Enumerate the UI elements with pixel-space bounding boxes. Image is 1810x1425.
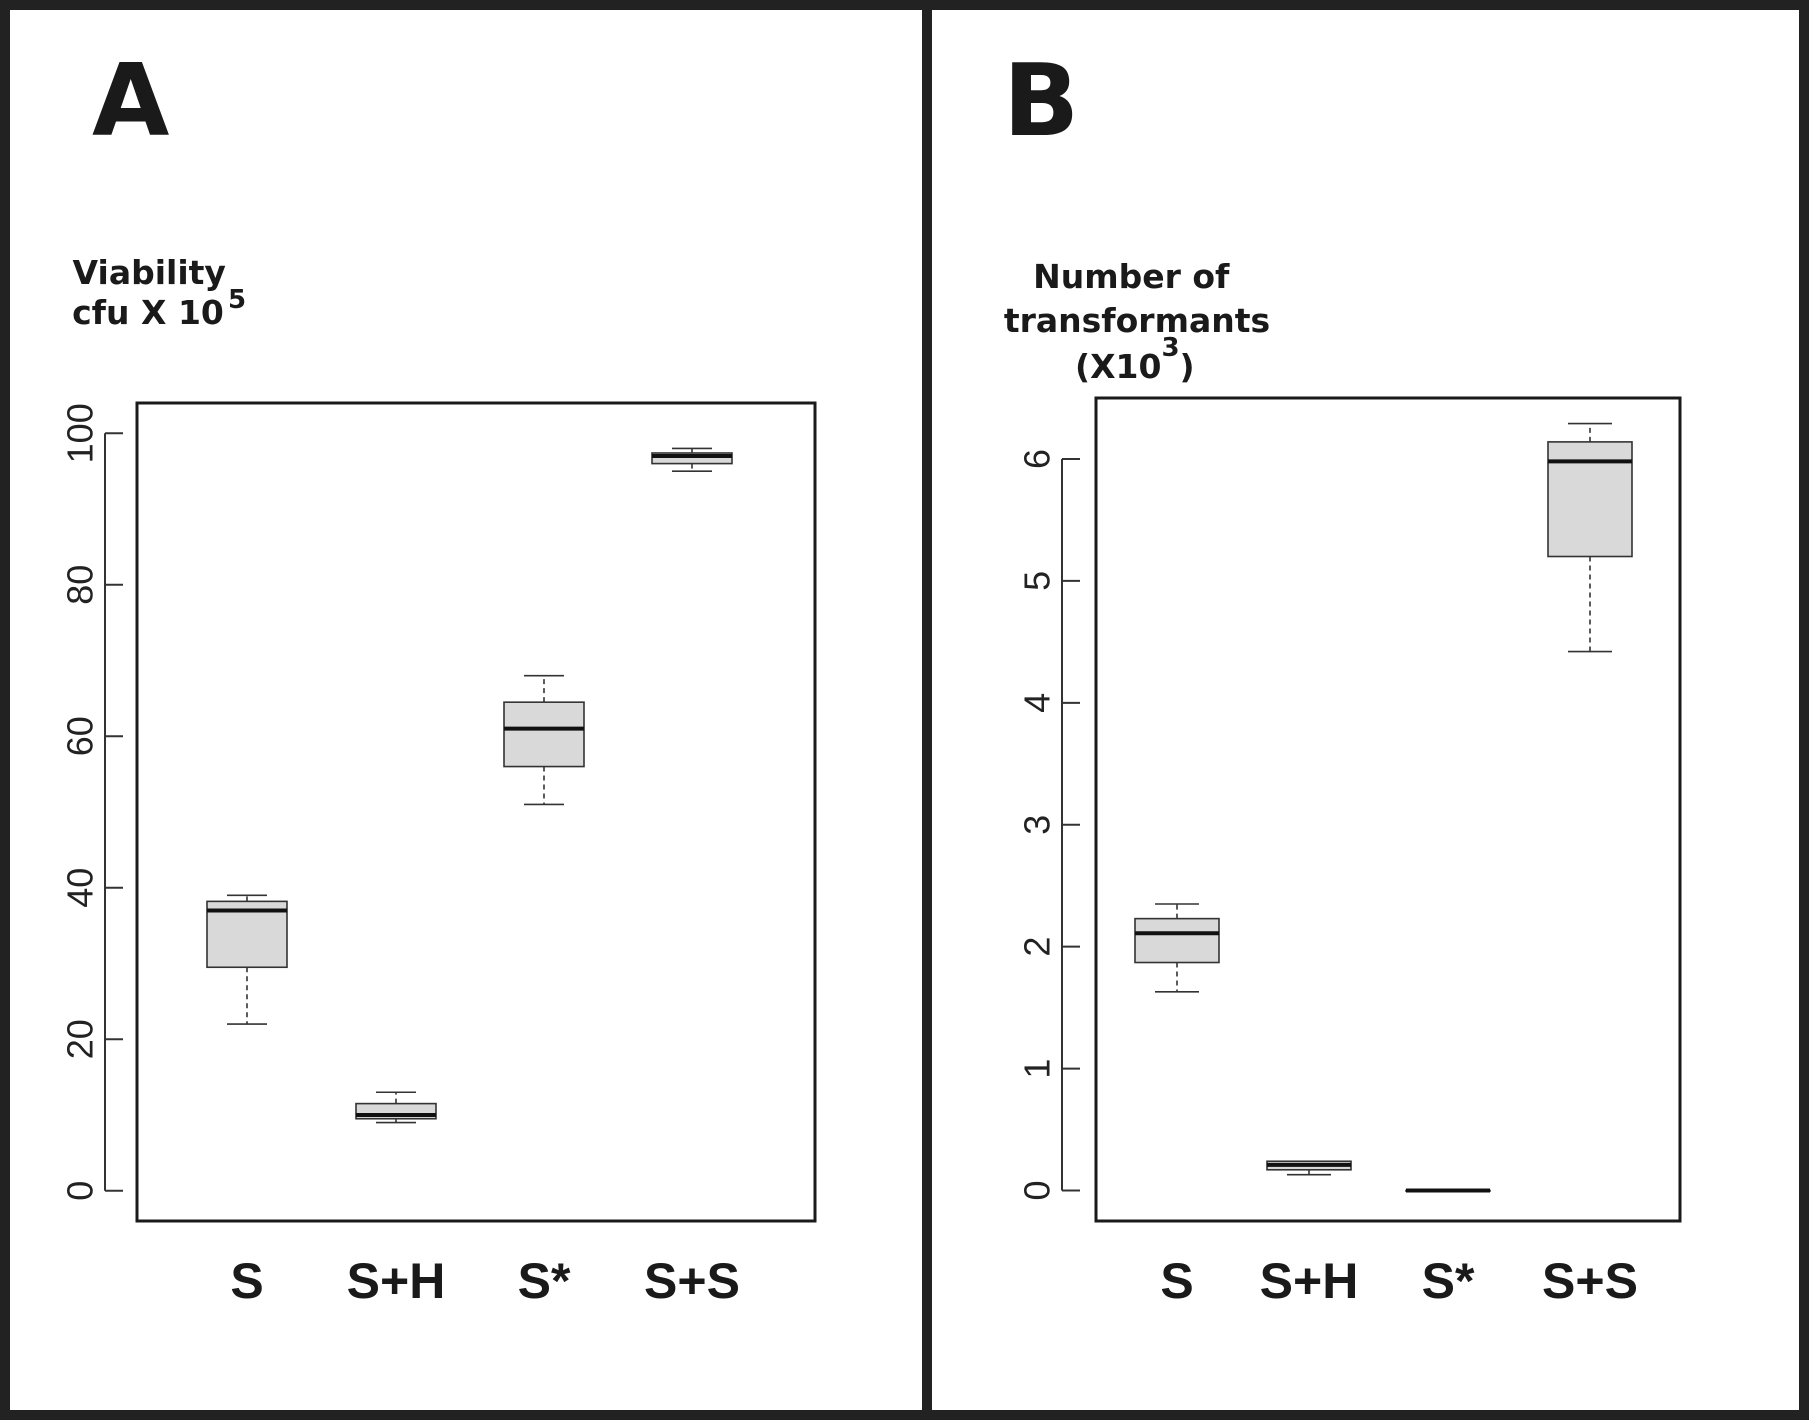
panel-b-y-tick-label: 4 — [1017, 693, 1058, 713]
panel-a-box-S — [206, 894, 288, 1025]
panel-a-category-label: S* — [518, 1253, 571, 1309]
panel-b-category-label: S+S — [1542, 1253, 1638, 1309]
panel-a-y-tick-label: 20 — [60, 1019, 101, 1059]
panel-b-y-tick-label: 3 — [1017, 815, 1058, 835]
panel-a-plot: 0 20 40 60 80 100 S S+H S* S+S — [60, 401, 817, 1309]
panel-b-ylabel-line3-text: (X10 — [1075, 347, 1161, 386]
panel-b-ylabel-superscript: 3 — [1161, 333, 1179, 363]
box-iqr — [503, 701, 585, 768]
panel-b-box-S+S — [1547, 422, 1633, 653]
panel-a-category-label: S+H — [347, 1253, 446, 1309]
panel-a-ylabel-superscript: 5 — [228, 285, 246, 315]
panel-a-y-tick-label: 100 — [60, 403, 101, 463]
panel-b-ylabel: Number of transformants — [1004, 257, 1270, 340]
panel-a-y-tick-label: 80 — [60, 565, 101, 605]
panel-b-y-tick-label: 2 — [1017, 937, 1058, 957]
panel-a-y-tick-label: 40 — [60, 868, 101, 908]
panel-b-ylabel-line3: (X103) — [1075, 333, 1195, 386]
panel-b-plot-frame — [1094, 396, 1682, 1223]
panel-b-frame — [922, 0, 1809, 1420]
panel-b-category-label: S+H — [1260, 1253, 1359, 1309]
box-iqr — [1547, 441, 1633, 558]
panel-a-frame — [0, 0, 932, 1420]
panel-a-category-label: S — [230, 1253, 263, 1309]
panel-b-y-tick-label: 6 — [1017, 449, 1058, 469]
panel-a-ylabel-line2: cfu X 10 — [72, 293, 224, 332]
box-iqr — [651, 452, 733, 465]
panel-a-letter: A — [92, 42, 169, 159]
panel-a: A Viability cfu X 10 5 0 20 40 60 80 100 S S+H S… — [60, 42, 817, 1309]
panel-a-y-tick-label: 60 — [60, 716, 101, 756]
panel-b-y-tick-label: 5 — [1017, 571, 1058, 591]
panel-a-plot-frame — [135, 401, 817, 1223]
panel-b-box-S* — [1405, 1188, 1491, 1193]
panel-b-ylabel-line1: Number of — [1033, 257, 1230, 296]
panel-a-box-S* — [503, 674, 585, 806]
panel-b-category-label: S — [1160, 1253, 1193, 1309]
panel-a-ylabel-line1: Viability — [73, 253, 226, 292]
panel-b-ylabel-close: ) — [1180, 347, 1195, 386]
panel-a-category-label: S+S — [644, 1253, 740, 1309]
panel-b-y-tick-label: 0 — [1017, 1181, 1058, 1201]
panel-a-ylabel: Viability cfu X 10 — [72, 253, 237, 332]
panel-b-letter: B — [1003, 42, 1079, 159]
panel-a-box-S+H — [355, 1091, 437, 1124]
panel-b-ylabel-line2: transformants — [1004, 301, 1270, 340]
panel-a-box-S+S — [651, 447, 733, 472]
box-iqr — [1134, 917, 1220, 964]
panel-b-box-S — [1134, 903, 1220, 993]
panel-b-box-S+H — [1266, 1160, 1352, 1176]
panel-b-category-label: S* — [1422, 1253, 1475, 1309]
panel-a-y-tick-label: 0 — [60, 1181, 101, 1201]
panel-b-plot: 0 1 2 3 4 5 6 S S+H S* S+S — [1017, 396, 1682, 1309]
panel-b-y-tick-label: 1 — [1017, 1059, 1058, 1079]
panel-b: B Number of transformants (X103) 0123456… — [1003, 42, 1682, 1309]
